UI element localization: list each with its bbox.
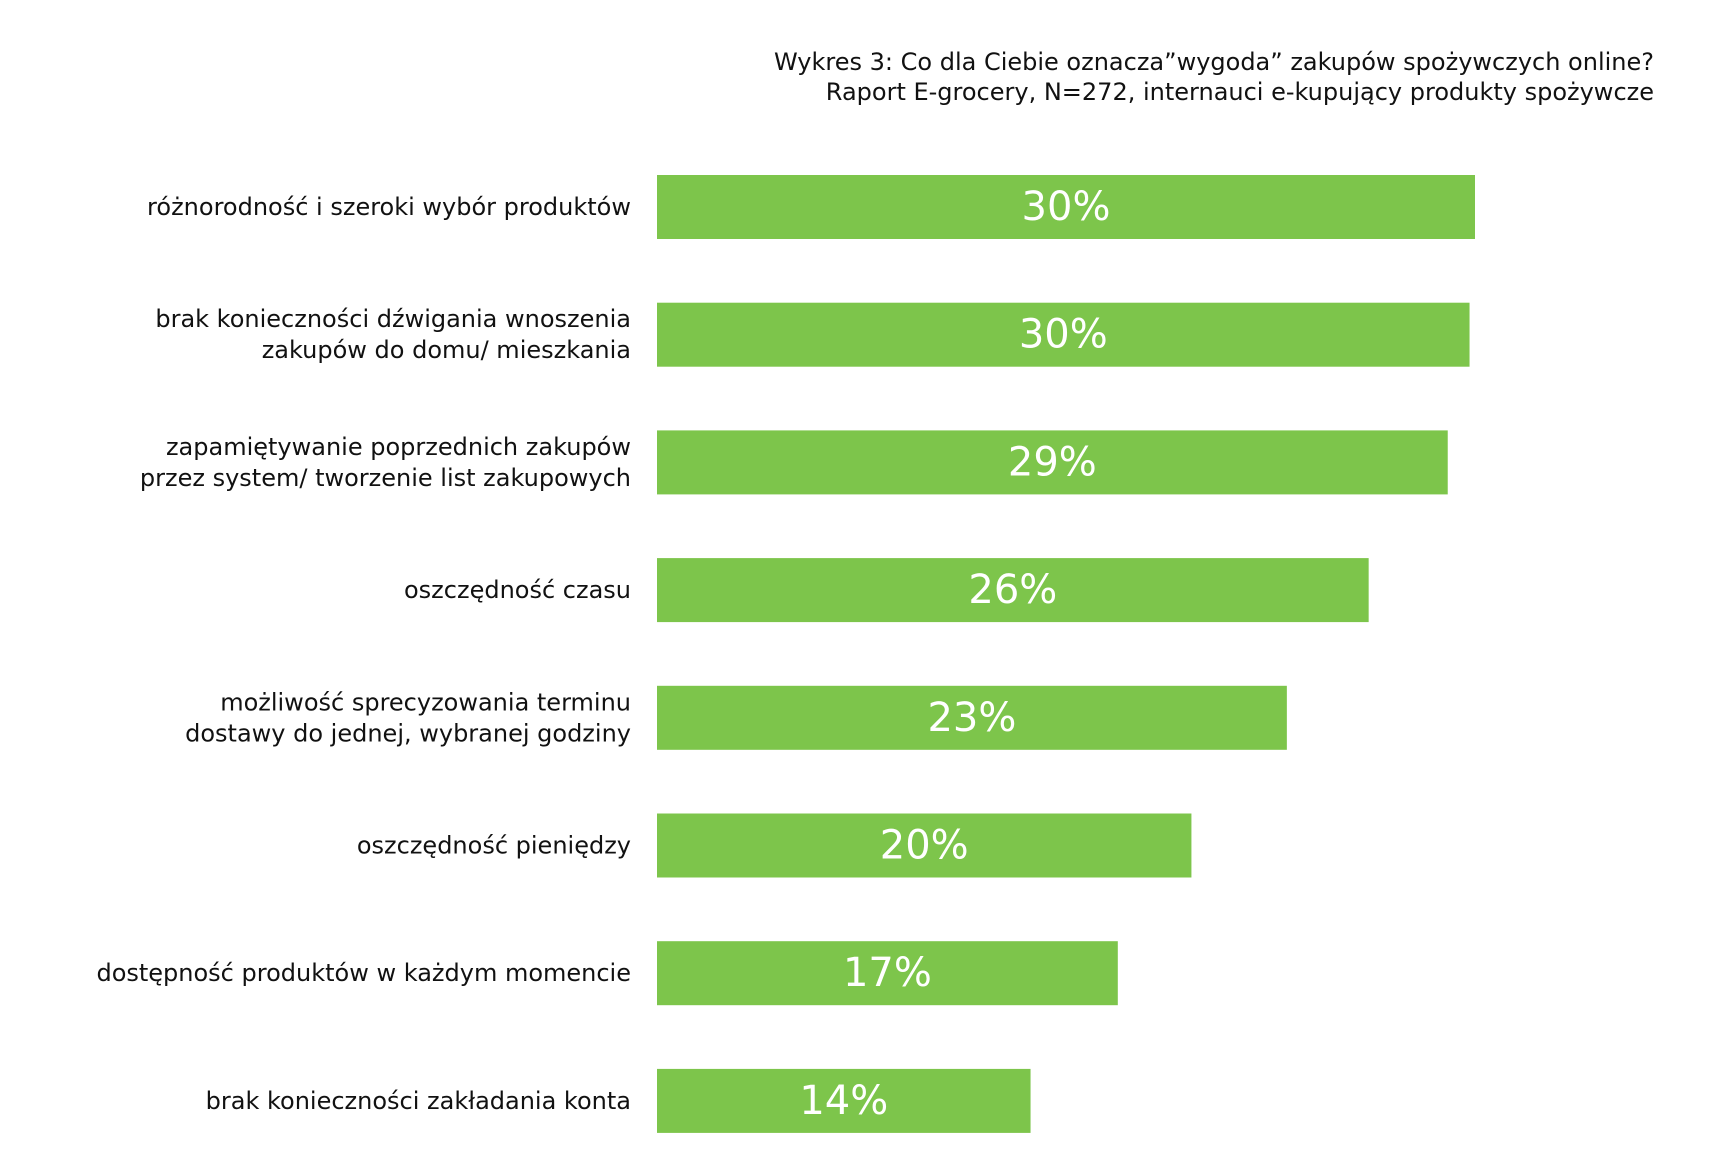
bar-row: 23% możliwość sprecyzowania terminu dostaw… [185,685,1287,750]
bar-value-label: 26% [968,567,1057,613]
bar-value-label: 30% [1022,184,1111,230]
bar-row: 26% oszczędność czasu [404,558,1369,623]
bar-value-label: 14% [799,1078,888,1124]
bar [657,175,1475,239]
bar [657,430,1448,495]
bar-value-label: 17% [843,950,932,996]
category-label: oszczędność czasu [404,576,631,604]
chart-title: Wykres 3: Co dla Ciebie oznacza”wygoda” … [774,48,1654,76]
bar-value-label: 29% [1008,439,1097,485]
category-label: dostępność produktów w każdym momencie [96,959,631,987]
category-label: dostawy do jednej, wybranej godziny [185,719,631,747]
category-label: możliwość sprecyzowania terminu [220,688,631,716]
category-label: przez system/ tworzenie list zakupowych [140,464,631,492]
bar-row: 20% oszczędność pieniędzy [357,813,1192,878]
category-label: oszczędność pieniędzy [357,832,631,860]
category-label: brak konieczności zakładania konta [206,1087,631,1115]
bar [657,558,1369,623]
bar-value-label: 30% [1019,312,1108,358]
category-label: zakupów do domu/ mieszkania [262,336,631,364]
bar-row: 30% różnorodność i szeroki wybór produktó… [147,175,1475,239]
bar [657,302,1470,367]
bar-value-label: 23% [927,695,1016,741]
bar [657,813,1192,878]
bar [657,941,1118,1006]
bar-row: 30% brak konieczności dźwigania wnoszenia… [155,302,1470,367]
bar-row: 29% zapamiętywanie poprzednich zakupów prz… [140,430,1448,495]
category-label: brak konieczności dźwigania wnoszenia [155,305,631,333]
category-label: różnorodność i szeroki wybór produktów [147,193,631,221]
bar-value-label: 20% [880,823,969,869]
bar-row: 17% dostępność produktów w każdym momenci… [96,941,1118,1006]
bar [657,685,1287,750]
chart-subtitle: Raport E-grocery, N=272, internauci e-ku… [825,78,1654,106]
bar [657,1068,1031,1133]
bar-row: 14% brak konieczności zakładania konta [206,1068,1031,1133]
category-label: zapamiętywanie poprzednich zakupów [166,433,631,461]
